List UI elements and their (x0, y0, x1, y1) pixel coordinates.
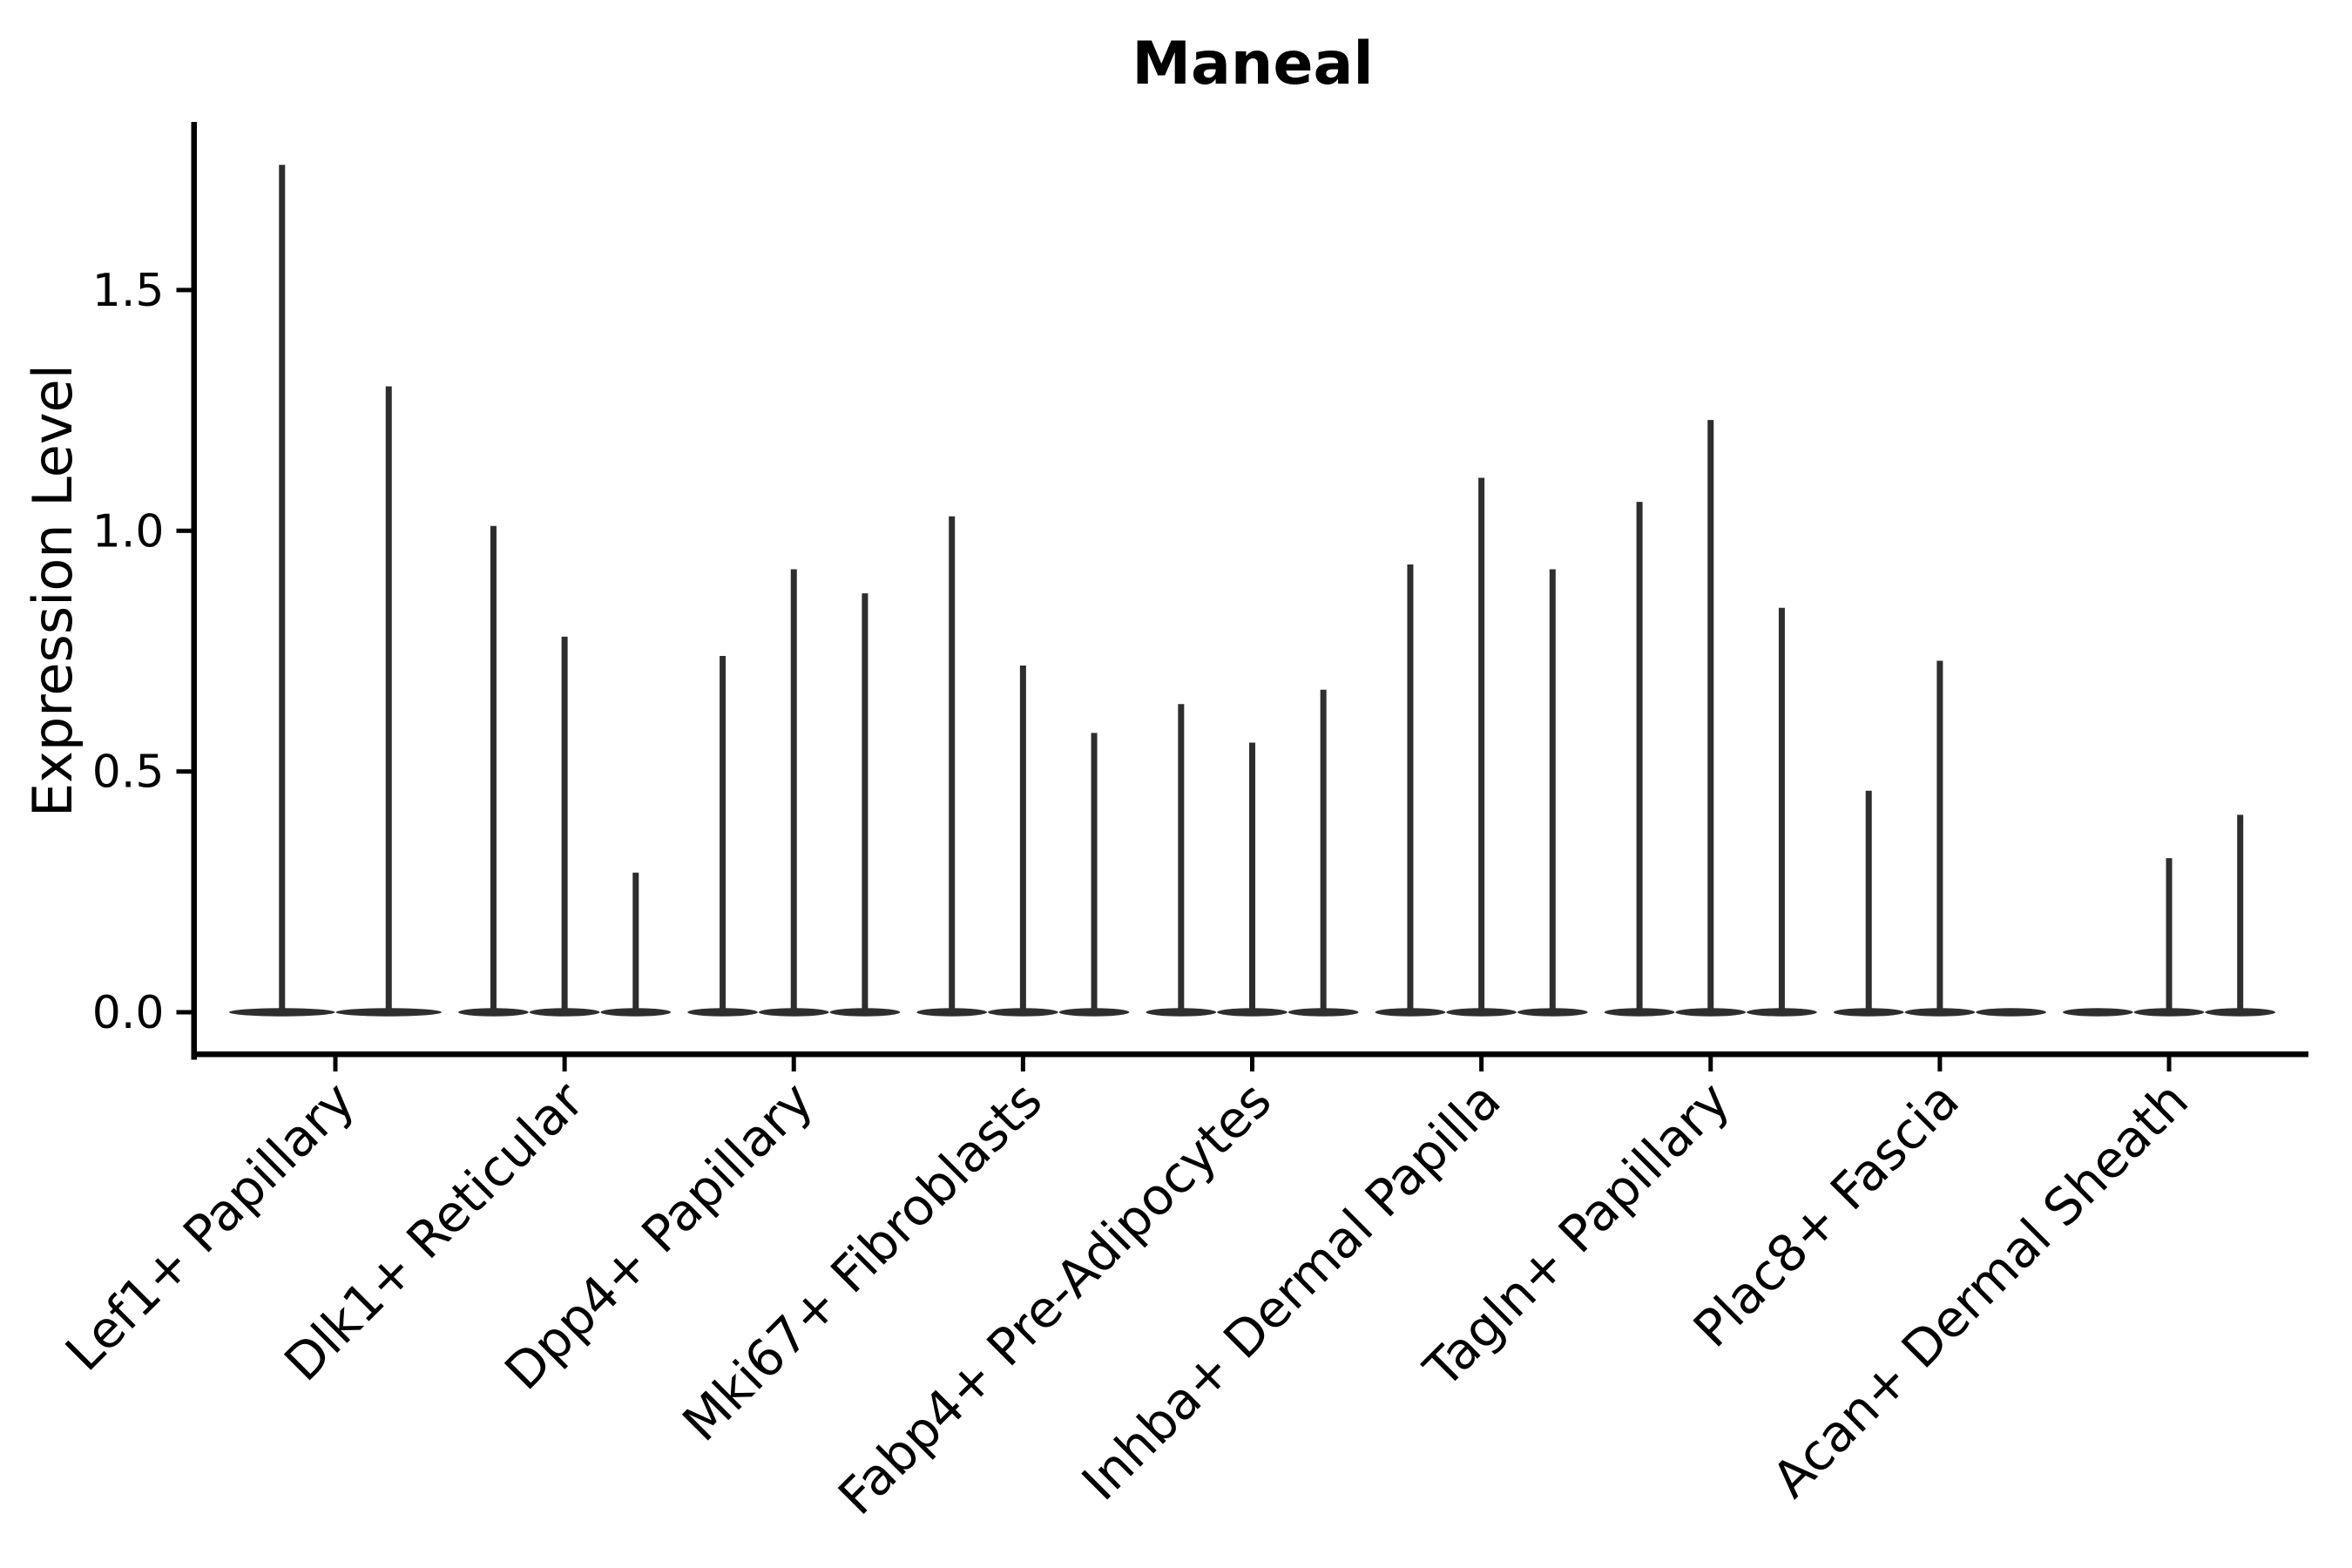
violin-body (1976, 1008, 2046, 1017)
x-tick (1479, 1057, 1484, 1071)
x-axis-spine (191, 1051, 2308, 1058)
y-axis-spine (191, 122, 197, 1060)
violin-body (758, 1008, 829, 1017)
violin-body (988, 1008, 1058, 1017)
violin-body (1375, 1008, 1446, 1017)
y-tick (176, 528, 192, 533)
x-category-label: Acan+ Dermal Sheath (1761, 1071, 2199, 1509)
violin-body (2205, 1008, 2276, 1017)
violin-body (1604, 1008, 1675, 1017)
violin-body (229, 1008, 335, 1017)
violin-body (916, 1008, 988, 1017)
violin-body (1904, 1008, 1976, 1017)
violin-body (600, 1008, 672, 1017)
chart-title: Maneal (1132, 30, 1374, 98)
x-tick (791, 1057, 796, 1071)
x-tick (2166, 1057, 2172, 1071)
violin-body (335, 1008, 442, 1017)
violin-body (2063, 1008, 2133, 1017)
x-tick (1708, 1057, 1713, 1071)
violin-body (1675, 1008, 1747, 1017)
y-tick-label: 0.5 (92, 747, 165, 799)
y-tick (176, 769, 192, 774)
violin-body (1217, 1008, 1288, 1017)
x-tick (1020, 1057, 1025, 1071)
x-tick (1937, 1057, 1943, 1071)
violin-body (1146, 1008, 1217, 1017)
violin-body (829, 1008, 901, 1017)
y-tick-label: 1.5 (92, 265, 165, 317)
violin-body (1833, 1008, 1904, 1017)
y-axis-label: Expression Level (21, 364, 84, 817)
x-tick (333, 1057, 338, 1071)
y-tick-label: 0.0 (92, 987, 165, 1039)
y-tick (176, 287, 192, 293)
violin-body (1288, 1008, 1359, 1017)
y-tick-label: 1.0 (92, 505, 165, 558)
violin-body (2133, 1008, 2205, 1017)
x-category-label: Inhba+ Dermal Papilla (1071, 1071, 1512, 1512)
violin-body (1747, 1008, 1817, 1017)
y-tick (176, 1010, 192, 1015)
violin-body (529, 1008, 600, 1017)
x-category-label: Fabp4+ Pre-Adipocytes (827, 1071, 1282, 1526)
violin-body (1446, 1008, 1517, 1017)
violin-body (1517, 1008, 1588, 1017)
x-tick (562, 1057, 567, 1071)
violin-body (687, 1008, 758, 1017)
violin-body (1058, 1008, 1130, 1017)
violin-body (458, 1008, 529, 1017)
x-tick (1250, 1057, 1254, 1071)
